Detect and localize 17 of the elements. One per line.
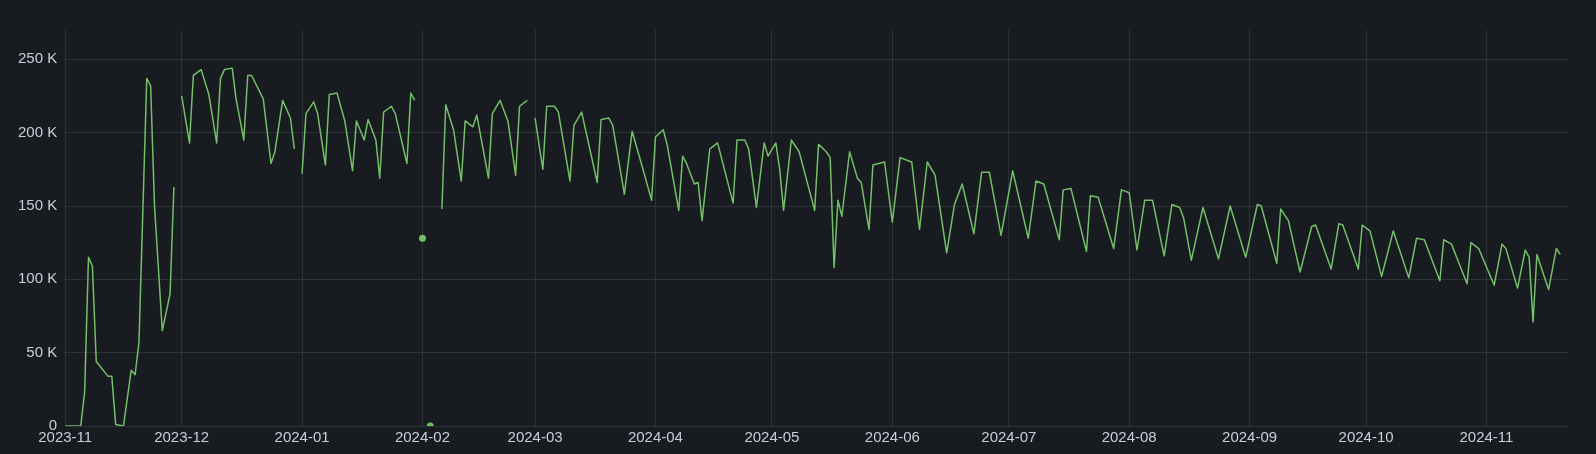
x-tick-label: 2024-09	[1222, 428, 1278, 446]
x-tick-label: 2024-02	[394, 428, 450, 446]
y-tick-label: 50 K	[26, 342, 58, 360]
y-tick-label: 200 K	[18, 122, 58, 140]
y-tick-label: 250 K	[18, 49, 58, 67]
x-tick-label: 2024-11	[1459, 428, 1514, 446]
x-tick-label: 2023-12	[154, 428, 210, 446]
y-tick-label: 150 K	[18, 196, 58, 214]
x-tick-label: 2024-04	[627, 428, 683, 446]
x-tick-label: 2024-01	[274, 428, 330, 446]
x-tick-label: 2024-05	[744, 428, 800, 446]
x-tick-label: 2024-03	[507, 428, 563, 446]
x-tick-label: 2024-10	[1338, 428, 1394, 446]
y-tick-label: 100 K	[18, 269, 58, 287]
x-tick-label: 2024-08	[1101, 428, 1157, 446]
x-tick-label: 2024-06	[864, 428, 920, 446]
x-tick-label: 2024-07	[981, 428, 1037, 446]
